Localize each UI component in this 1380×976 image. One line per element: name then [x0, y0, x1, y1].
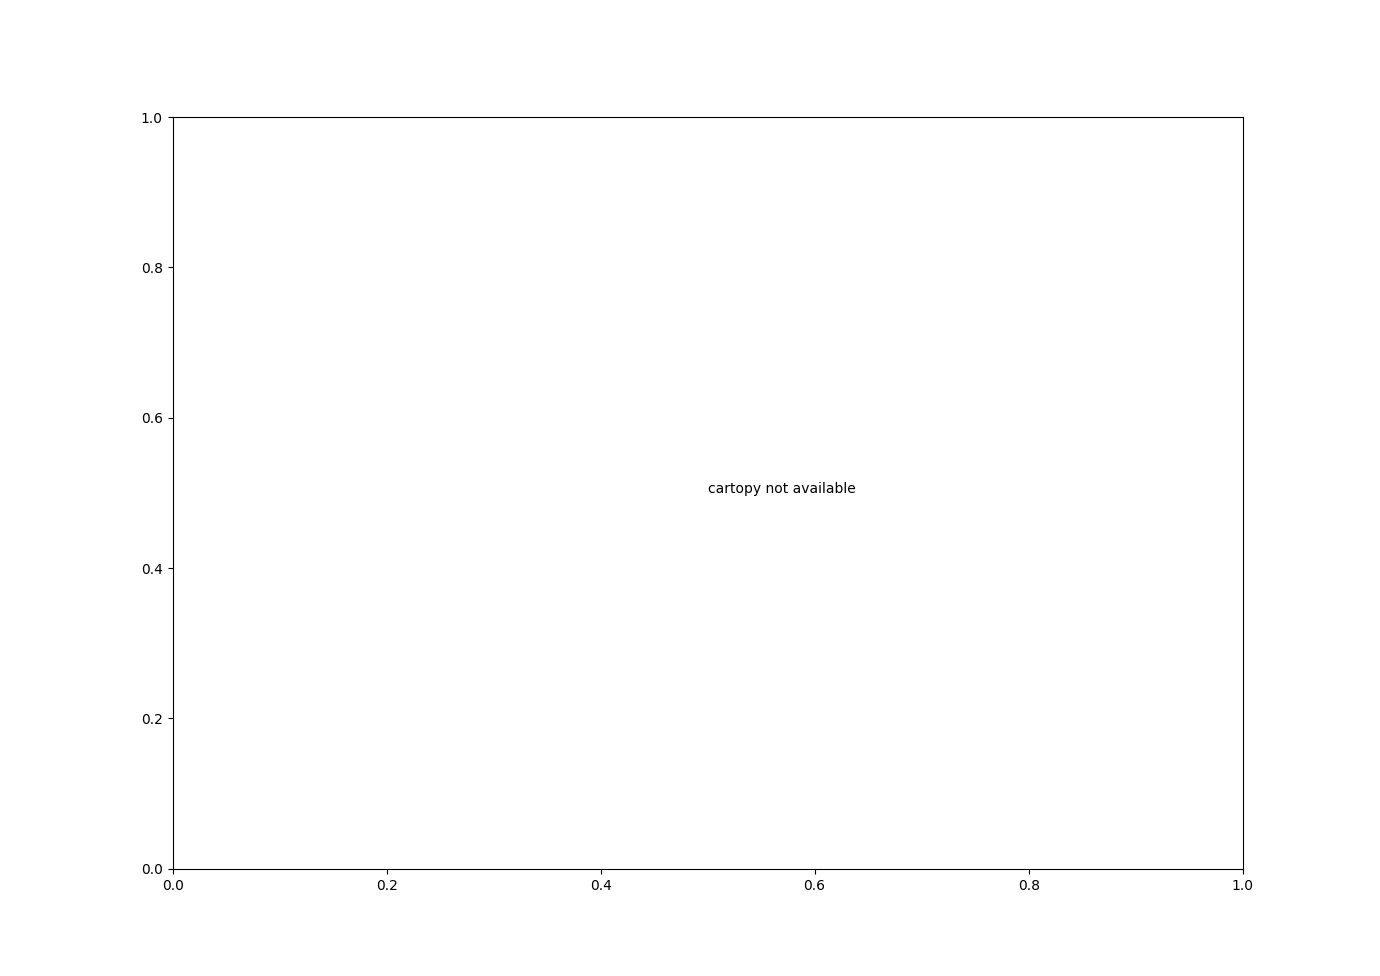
Text: cartopy not available: cartopy not available	[707, 482, 856, 496]
